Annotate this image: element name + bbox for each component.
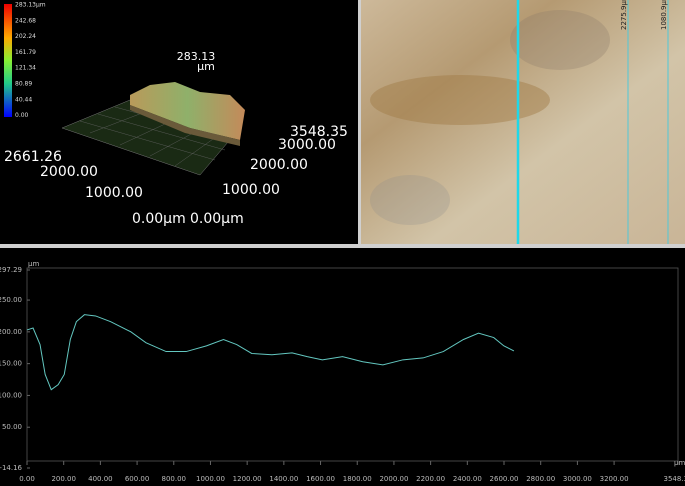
color-scale-label: 121.34 <box>15 65 36 72</box>
x-tick: 2000.00 <box>40 164 98 180</box>
x-tick-label: 200.00 <box>51 475 76 483</box>
x-tick-label: 2400.00 <box>453 475 482 483</box>
stain <box>370 75 550 125</box>
y-tick-label: 297.29 <box>0 266 22 274</box>
y-tick: 2000.00 <box>250 157 308 173</box>
x-tick-label: 0.00 <box>19 475 35 483</box>
x-tick-label: 3548.35 <box>664 475 685 483</box>
surface-side <box>130 105 240 146</box>
y-tick-label: -14.16 <box>0 464 23 472</box>
x-tick-label: 3200.00 <box>600 475 629 483</box>
x-tick-label: 1200.00 <box>233 475 262 483</box>
x-tick: 0.00μm <box>132 211 186 227</box>
plot-frame <box>26 267 679 462</box>
color-bar <box>4 4 12 117</box>
y-tick-label: 200.00 <box>0 328 22 336</box>
y-max: 3548.35 <box>290 124 348 140</box>
marker-label: 1080.9μm <box>660 0 668 30</box>
color-scale-label: 40.44 <box>15 96 32 103</box>
x-unit: μm <box>674 459 685 467</box>
x-tick-label: 1800.00 <box>343 475 372 483</box>
y-tick: 0.00μm <box>190 211 244 227</box>
x-tick-label: 600.00 <box>125 475 150 483</box>
color-scale-label: 0.00 <box>15 112 29 119</box>
profile-curve <box>26 314 515 391</box>
x-tick-label: 1600.00 <box>306 475 335 483</box>
x-tick-label: 800.00 <box>162 475 187 483</box>
profile-panel <box>0 248 685 486</box>
color-scale-label: 80.89 <box>15 81 32 88</box>
x-tick-label: 400.00 <box>88 475 113 483</box>
x-tick-label: 1400.00 <box>269 475 298 483</box>
x-max: 2661.26 <box>4 149 62 165</box>
x-tick-label: 2200.00 <box>416 475 445 483</box>
photo <box>361 0 685 244</box>
marker-label: 2275.9μm <box>620 0 628 30</box>
y-tick: 1000.00 <box>222 182 280 198</box>
x-tick-label: 2600.00 <box>490 475 519 483</box>
y-unit: μm <box>28 260 39 268</box>
y-tick-label: 100.00 <box>0 391 22 399</box>
color-scale-label: 202.24 <box>15 33 36 40</box>
y-tick-label: 150.00 <box>0 360 22 368</box>
x-tick-label: 1000.00 <box>196 475 225 483</box>
x-tick-label: 3000.00 <box>563 475 592 483</box>
x-tick-label: 2000.00 <box>379 475 408 483</box>
color-scale-label: 161.79 <box>15 49 36 56</box>
stain <box>370 175 450 225</box>
color-scale-label: 242.68 <box>15 17 36 24</box>
z-max: 283.13 <box>177 50 216 63</box>
color-scale-label: 283.13μm <box>15 2 46 9</box>
y-tick-label: 50.00 <box>2 423 22 431</box>
y-tick-label: 250.00 <box>0 296 22 304</box>
stain <box>510 10 610 70</box>
surface <box>130 82 245 140</box>
z-unit: μm <box>197 60 215 73</box>
x-tick-label: 2800.00 <box>526 475 555 483</box>
x-tick: 1000.00 <box>85 185 143 201</box>
y-tick: 3000.00 <box>278 137 336 153</box>
